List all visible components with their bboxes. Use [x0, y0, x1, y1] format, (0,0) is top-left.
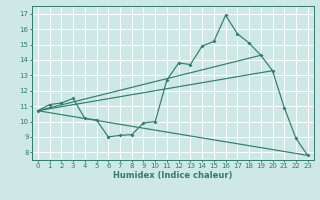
- X-axis label: Humidex (Indice chaleur): Humidex (Indice chaleur): [113, 171, 233, 180]
